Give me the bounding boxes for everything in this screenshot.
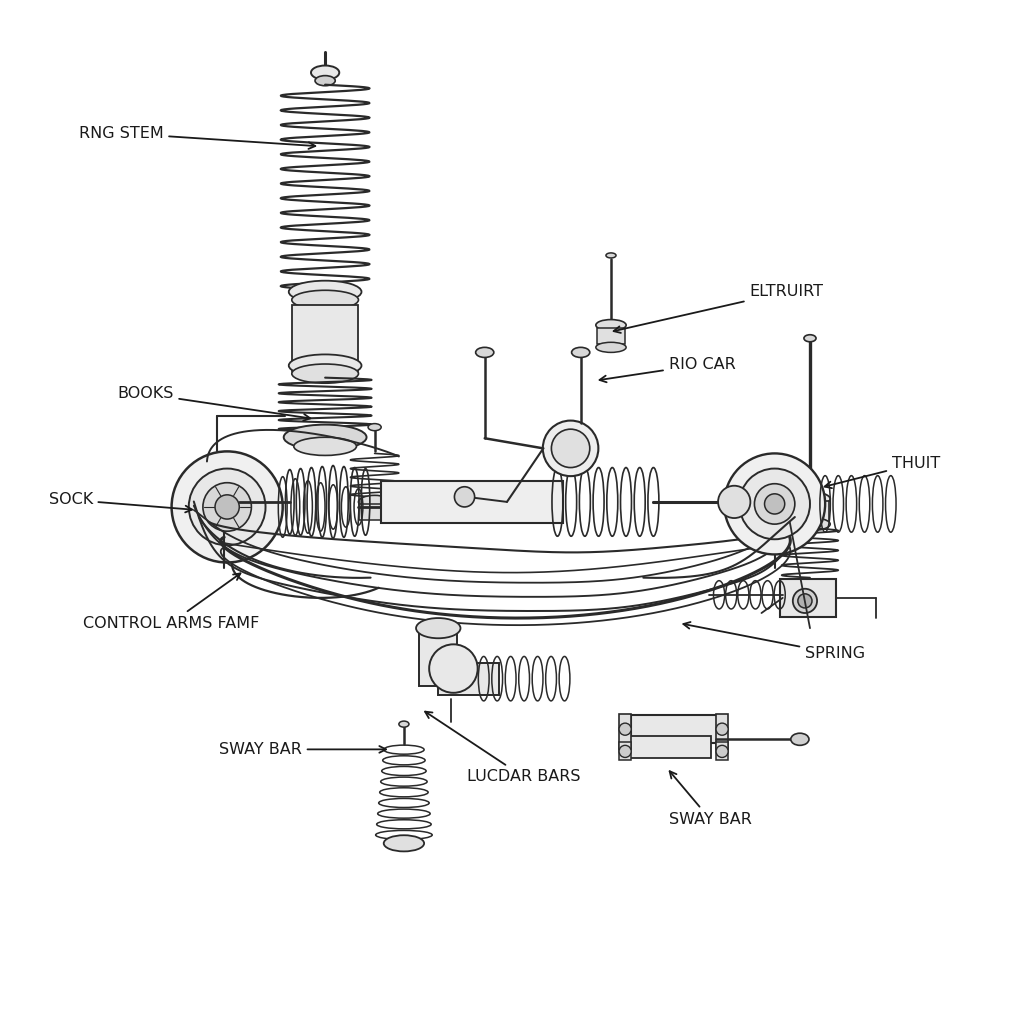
Bar [381, 480, 562, 523]
Circle shape [172, 452, 283, 562]
Ellipse shape [294, 437, 356, 456]
Text: RIO CAR: RIO CAR [600, 357, 735, 382]
Ellipse shape [289, 281, 361, 303]
Bar [359, 505, 390, 519]
Bar [631, 715, 717, 743]
Bar [716, 714, 728, 749]
Bar [438, 663, 499, 695]
Ellipse shape [475, 347, 494, 357]
Ellipse shape [399, 721, 409, 727]
Circle shape [755, 483, 795, 524]
Bar [716, 742, 728, 761]
Ellipse shape [551, 429, 590, 468]
Circle shape [739, 469, 810, 540]
Ellipse shape [596, 342, 626, 352]
Circle shape [203, 482, 251, 531]
Text: SOCK: SOCK [48, 493, 193, 512]
Circle shape [620, 745, 631, 758]
Ellipse shape [791, 733, 809, 745]
Circle shape [724, 454, 825, 554]
Text: LUCDAR BARS: LUCDAR BARS [425, 712, 580, 784]
Ellipse shape [311, 66, 339, 80]
Ellipse shape [384, 836, 424, 851]
Bar [780, 579, 836, 617]
Bar [620, 714, 631, 749]
Text: RNG STEM: RNG STEM [79, 126, 315, 148]
Ellipse shape [804, 335, 816, 342]
Ellipse shape [606, 253, 616, 258]
Ellipse shape [596, 319, 626, 331]
Text: ELTRUIRT: ELTRUIRT [613, 285, 823, 333]
Ellipse shape [790, 517, 830, 530]
Ellipse shape [289, 354, 361, 377]
Bar [419, 631, 458, 686]
Circle shape [765, 494, 784, 514]
Text: SWAY BAR: SWAY BAR [219, 741, 386, 757]
Text: BOOKS: BOOKS [117, 386, 310, 421]
Bar [791, 501, 829, 523]
Text: THUIT: THUIT [824, 456, 940, 488]
Circle shape [455, 486, 475, 507]
Ellipse shape [358, 496, 391, 509]
Circle shape [793, 589, 817, 613]
Text: SPRING: SPRING [683, 622, 865, 660]
Ellipse shape [543, 421, 598, 476]
Ellipse shape [571, 347, 590, 357]
Circle shape [716, 745, 728, 758]
Ellipse shape [416, 618, 461, 638]
Text: CONTROL ARMS FAMF: CONTROL ARMS FAMF [83, 573, 259, 631]
Ellipse shape [790, 492, 830, 506]
Ellipse shape [284, 425, 367, 450]
Bar [620, 742, 631, 761]
Ellipse shape [292, 290, 358, 309]
Circle shape [718, 485, 751, 518]
Circle shape [716, 723, 728, 735]
Circle shape [620, 723, 631, 735]
Bar [626, 736, 712, 759]
Circle shape [798, 594, 812, 608]
Circle shape [188, 469, 265, 546]
Ellipse shape [368, 424, 381, 431]
Bar [292, 305, 358, 371]
Circle shape [215, 495, 240, 519]
Bar [597, 328, 625, 344]
Ellipse shape [315, 76, 335, 86]
Text: SWAY BAR: SWAY BAR [669, 771, 752, 826]
Ellipse shape [292, 364, 358, 383]
Ellipse shape [429, 644, 477, 693]
